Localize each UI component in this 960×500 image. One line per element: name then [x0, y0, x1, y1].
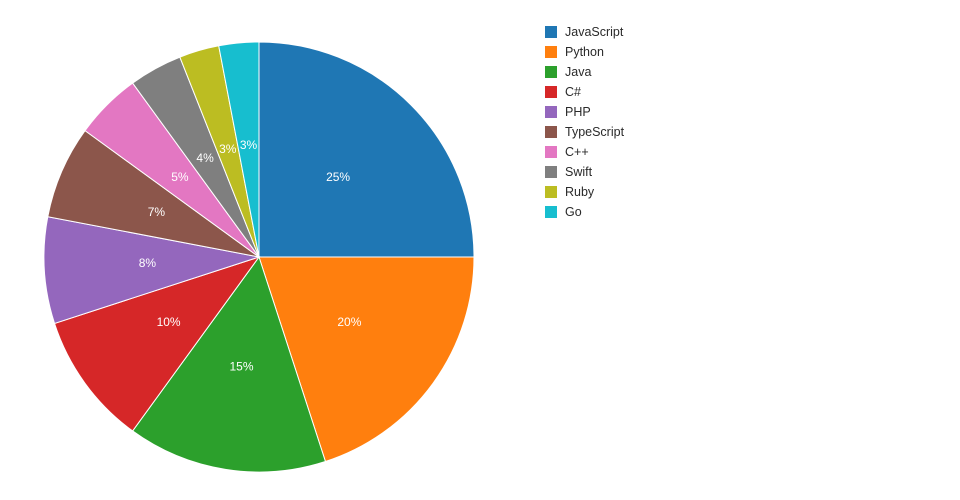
- legend-label: PHP: [565, 105, 591, 119]
- legend-label: TypeScript: [565, 125, 625, 139]
- legend-swatch-icon: [545, 106, 557, 118]
- legend-swatch-icon: [545, 26, 557, 38]
- slice-percentage-label: 10%: [157, 315, 181, 329]
- slice-percentage-label: 15%: [229, 360, 253, 374]
- legend-swatch-icon: [545, 186, 557, 198]
- legend-item-ruby-8[interactable]: Ruby: [545, 182, 624, 202]
- pie-slice-php-4[interactable]: [43, 216, 260, 325]
- pie-slice-python-1[interactable]: [258, 256, 475, 463]
- slice-percentage-label: 3%: [219, 142, 237, 156]
- slice-percentage-label: 7%: [148, 205, 166, 219]
- legend-swatch-icon: [545, 166, 557, 178]
- slice-percentage-label: 3%: [240, 138, 258, 152]
- legend-label: Python: [565, 45, 604, 59]
- legend-swatch-icon: [545, 86, 557, 98]
- pie-slice-c-3[interactable]: [53, 256, 261, 432]
- legend-label: Ruby: [565, 185, 595, 199]
- slice-percentage-label: 8%: [139, 256, 157, 270]
- legend-item-go-9[interactable]: Go: [545, 202, 624, 222]
- legend-item-javascript-0[interactable]: JavaScript: [545, 22, 624, 42]
- legend-label: Go: [565, 205, 582, 219]
- legend-label: JavaScript: [565, 25, 624, 39]
- legend-label: Java: [565, 65, 592, 79]
- legend-item-typescript-5[interactable]: TypeScript: [545, 122, 624, 142]
- legend-item-c-3[interactable]: C#: [545, 82, 624, 102]
- legend-swatch-icon: [545, 46, 557, 58]
- legend-label: C#: [565, 85, 581, 99]
- legend-item-java-2[interactable]: Java: [545, 62, 624, 82]
- slice-percentage-label: 4%: [196, 151, 214, 165]
- legend-swatch-icon: [545, 146, 557, 158]
- legend-item-c-6[interactable]: C++: [545, 142, 624, 162]
- pie-slice-go-9[interactable]: [218, 41, 260, 258]
- slice-percentage-label: 25%: [326, 170, 350, 184]
- legend-item-python-1[interactable]: Python: [545, 42, 624, 62]
- legend-swatch-icon: [545, 66, 557, 78]
- legend-swatch-icon: [545, 126, 557, 138]
- pie-slice-javascript-0[interactable]: [258, 41, 475, 258]
- slice-percentage-label: 20%: [337, 315, 361, 329]
- slice-percentage-label: 5%: [171, 170, 189, 184]
- legend-swatch-icon: [545, 206, 557, 218]
- legend-label: C++: [565, 145, 589, 159]
- legend: JavaScript Python Java C# PHP TypeScript C++ Sw…: [545, 22, 624, 222]
- legend-item-swift-7[interactable]: Swift: [545, 162, 624, 182]
- legend-label: Swift: [565, 165, 593, 179]
- pie-slice-java-2[interactable]: [131, 255, 327, 473]
- legend-item-php-4[interactable]: PHP: [545, 102, 624, 122]
